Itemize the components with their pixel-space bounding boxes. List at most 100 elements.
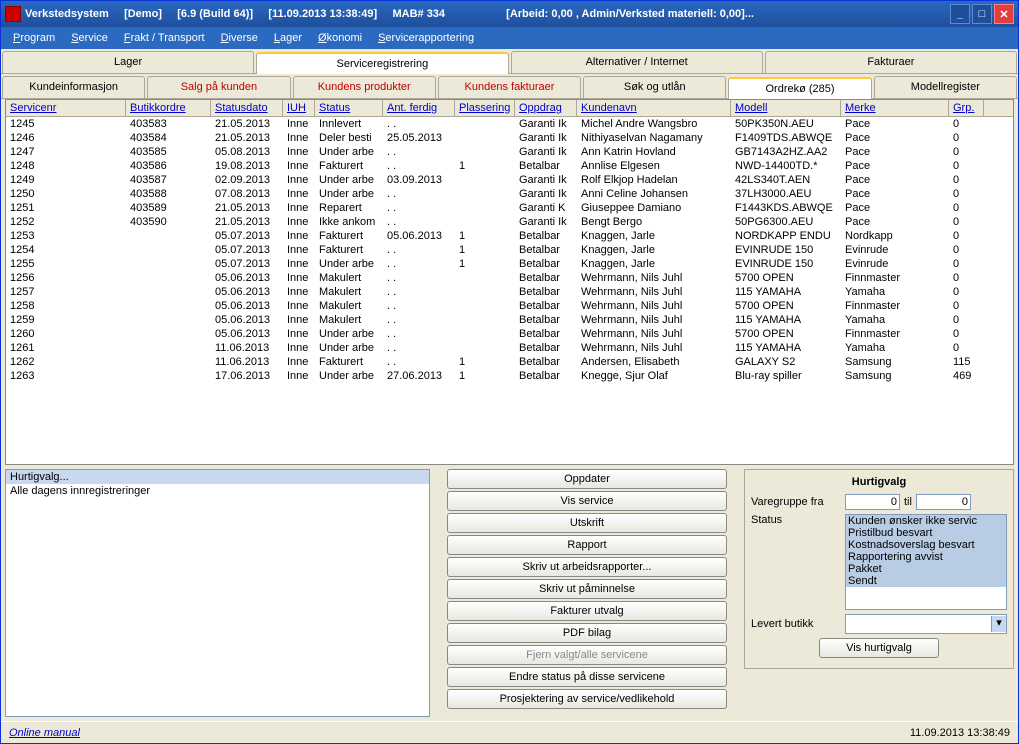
column-header[interactable]: Merke [841,100,949,116]
column-header[interactable]: Ant. ferdig [383,100,455,116]
table-cell: Betalbar [515,355,577,369]
table-cell: 0 [949,299,984,313]
table-row[interactable]: 126317.06.2013InneUnder arbe27.06.20131B… [6,369,1013,383]
action-button[interactable]: Utskrift [447,513,727,533]
action-button[interactable]: Rapport [447,535,727,555]
action-button[interactable]: PDF bilag [447,623,727,643]
column-header[interactable]: Modell [731,100,841,116]
menu-item[interactable]: Diverse [213,30,266,46]
table-cell: Inne [283,187,315,201]
menu-item[interactable]: Servicerapportering [370,30,482,46]
action-button[interactable]: Prosjektering av service/vedlikehold [447,689,727,709]
column-header[interactable]: IUH [283,100,315,116]
action-button[interactable]: Endre status på disse servicene [447,667,727,687]
status-option[interactable]: Pakket [846,563,1006,575]
table-cell: 05.06.2013 [211,285,283,299]
column-header[interactable]: Plassering [455,100,515,116]
table-cell: 07.08.2013 [211,187,283,201]
table-cell: 1 [455,257,515,271]
tab[interactable]: Alternativer / Internet [511,51,763,73]
table-row[interactable]: 125405.07.2013InneFakturert. .1BetalbarK… [6,243,1013,257]
varegruppe-fra-input[interactable] [845,494,900,510]
table-cell: Garanti Ik [515,145,577,159]
tab[interactable]: Ordrekø (285) [728,77,871,99]
table-cell: 0 [949,257,984,271]
table-row[interactable]: 125705.06.2013InneMakulert. .BetalbarWeh… [6,285,1013,299]
tab[interactable]: Fakturaer [765,51,1017,73]
column-header[interactable]: Oppdrag [515,100,577,116]
table-cell [455,173,515,187]
close-button[interactable]: ✕ [994,4,1014,24]
vis-hurtigvalg-button[interactable]: Vis hurtigvalg [819,638,939,658]
column-header[interactable]: Statusdato [211,100,283,116]
status-option[interactable]: Pristilbud besvart [846,527,1006,539]
column-header[interactable]: Status [315,100,383,116]
menu-item[interactable]: Frakt / Transport [116,30,213,46]
table-cell: 115 YAMAHA [731,313,841,327]
status-option[interactable]: Sendt [846,575,1006,587]
status-option[interactable]: Kunden ønsker ikke servic [846,515,1006,527]
table-row[interactable]: 126111.06.2013InneUnder arbe. .BetalbarW… [6,341,1013,355]
table-cell: Evinrude [841,257,949,271]
tab[interactable]: Kundens produkter [293,76,436,98]
table-row[interactable]: 125505.07.2013InneUnder arbe. .1Betalbar… [6,257,1013,271]
online-manual-link[interactable]: Online manual [9,727,80,739]
table-row[interactable]: 124840358619.08.2013InneFakturert. .1Bet… [6,159,1013,173]
statusbar: Online manual 11.09.2013 13:38:49 [1,721,1018,743]
list-item[interactable]: Alle dagens innregistreringer [6,484,429,498]
table-cell: Betalbar [515,271,577,285]
table-cell: Garanti Ik [515,117,577,131]
column-header[interactable]: Servicenr [6,100,126,116]
table-cell: 05.06.2013 [211,299,283,313]
table-row[interactable]: 124940358702.09.2013InneUnder arbe03.09.… [6,173,1013,187]
menu-item[interactable]: Lager [266,30,310,46]
menu-item[interactable]: Program [5,30,63,46]
table-row[interactable]: 125040358807.08.2013InneUnder arbe. .Gar… [6,187,1013,201]
column-header[interactable]: Kundenavn [577,100,731,116]
table-row[interactable]: 125805.06.2013InneMakulert. .BetalbarWeh… [6,299,1013,313]
status-option[interactable]: Kostnadsoverslag besvart [846,539,1006,551]
hurtigvalg-listbox[interactable]: Hurtigvalg...Alle dagens innregistrering… [5,469,430,717]
action-button[interactable]: Oppdater [447,469,727,489]
tab[interactable]: Modellregister [874,76,1017,98]
levert-combo[interactable]: ▾ [845,614,1007,634]
table-row[interactable]: 125605.06.2013InneMakulert. .BetalbarWeh… [6,271,1013,285]
column-header[interactable]: Butikkordre [126,100,211,116]
action-button[interactable]: Fakturer utvalg [447,601,727,621]
action-button[interactable]: Vis service [447,491,727,511]
grid-body[interactable]: 124540358321.05.2013InneInnlevert. .Gara… [6,117,1013,464]
table-row[interactable]: 124540358321.05.2013InneInnlevert. .Gara… [6,117,1013,131]
table-cell: Betalbar [515,327,577,341]
action-button[interactable]: Skriv ut arbeidsrapporter... [447,557,727,577]
table-row[interactable]: 125905.06.2013InneMakulert. .BetalbarWeh… [6,313,1013,327]
table-cell: Fakturert [315,229,383,243]
table-cell: Knaggen, Jarle [577,243,731,257]
table-cell: Pace [841,201,949,215]
tab[interactable]: Kundens fakturaer [438,76,581,98]
menu-item[interactable]: Service [63,30,116,46]
table-row[interactable]: 124740358505.08.2013InneUnder arbe. .Gar… [6,145,1013,159]
table-row[interactable]: 125140358921.05.2013InneReparert. .Garan… [6,201,1013,215]
table-row[interactable]: 126211.06.2013InneFakturert. .1BetalbarA… [6,355,1013,369]
menu-item[interactable]: Økonomi [310,30,370,46]
table-row[interactable]: 125305.07.2013InneFakturert05.06.20131Be… [6,229,1013,243]
table-cell: Ikke ankom [315,215,383,229]
table-row[interactable]: 126005.06.2013InneUnder arbe. .BetalbarW… [6,327,1013,341]
tab[interactable]: Serviceregistrering [256,52,508,74]
minimize-button[interactable]: _ [950,4,970,24]
tab[interactable]: Salg på kunden [147,76,290,98]
varegruppe-til-input[interactable] [916,494,971,510]
tab[interactable]: Lager [2,51,254,73]
action-button[interactable]: Skriv ut påminnelse [447,579,727,599]
table-cell: Yamaha [841,341,949,355]
column-header[interactable]: Grp. [949,100,984,116]
maximize-button[interactable]: □ [972,4,992,24]
table-row[interactable]: 124640358421.05.2013InneDeler besti25.05… [6,131,1013,145]
table-row[interactable]: 125240359021.05.2013InneIkke ankom. .Gar… [6,215,1013,229]
table-cell: 0 [949,243,984,257]
list-item[interactable]: Hurtigvalg... [6,470,429,484]
tab[interactable]: Søk og utlån [583,76,726,98]
status-option[interactable]: Rapportering avvist [846,551,1006,563]
tab[interactable]: Kundeinformasjon [2,76,145,98]
status-multiselect[interactable]: Kunden ønsker ikke servicPristilbud besv… [845,514,1007,610]
